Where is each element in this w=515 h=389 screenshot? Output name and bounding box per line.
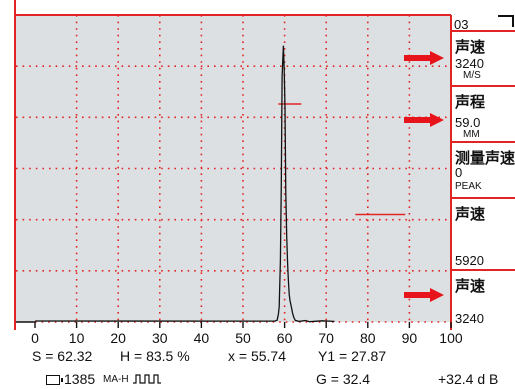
x-axis-tick-label: 100 (439, 330, 463, 346)
sound-velocity-title: 声速 (455, 39, 486, 56)
arrow-right-icon (404, 51, 444, 65)
velocity-preset-2-box[interactable]: 声速 3240 (451, 269, 515, 331)
mode-label: MA-H (103, 374, 129, 385)
x-axis-tick-label: 20 (110, 330, 126, 346)
channel-number: 03 (454, 17, 469, 32)
echo-trace (34, 45, 335, 323)
corner-bracket-icon (498, 15, 514, 27)
velocity-preset-1-title: 声速 (455, 206, 486, 223)
velocity-preset-1-box[interactable]: 声速 5920 (451, 197, 515, 271)
sound-velocity-unit: M/S (463, 70, 481, 81)
pulse-wave-icon (133, 374, 161, 384)
velocity-preset-2-title: 声速 (455, 278, 486, 295)
measure-mode-value: PEAK (455, 181, 482, 192)
x-axis-tick-label: 90 (401, 330, 418, 346)
sound-velocity-value: 3240 (455, 56, 484, 71)
x-axis-tick-label: 40 (193, 330, 210, 346)
measure-velocity-title: 测量声速 (455, 150, 515, 167)
x-axis-tick-label: 70 (318, 330, 334, 346)
gain-step-readout: +32.4 d B (438, 371, 499, 387)
scope-background (16, 15, 451, 322)
x-axis-tick-label: 50 (235, 330, 251, 346)
a-scan-display[interactable] (0, 0, 452, 330)
battery-value: 1385 (64, 371, 96, 387)
battery-icon (46, 375, 63, 385)
sound-path-box[interactable]: 声程 59.0 MM (451, 85, 515, 143)
scope-left-border (14, 0, 16, 330)
sound-velocity-box[interactable]: 声速 3240 M/S (451, 30, 515, 87)
sound-path-value: 59.0 (455, 115, 481, 130)
x-axis-tick-label: 0 (31, 330, 39, 346)
x-axis-tick-label: 80 (360, 330, 376, 346)
velocity-preset-2-value: 3240 (455, 311, 484, 326)
sound-path-unit: MM (463, 129, 480, 140)
h-readout: H = 83.5 % (120, 348, 190, 364)
arrow-right-icon (404, 288, 444, 302)
x-axis-tick-label: 30 (152, 330, 168, 346)
x-axis-tick-label: 60 (276, 330, 293, 346)
measure-velocity-box[interactable]: 测量声速 0 PEAK (451, 141, 515, 199)
x-axis-tick-label: 10 (68, 330, 85, 346)
arrow-right-icon (404, 113, 444, 127)
y1-readout: Y1 = 27.87 (318, 348, 387, 364)
x-readout: x = 55.74 (228, 348, 286, 364)
parameter-panel: 声速 3240 M/S 声程 59.0 MM 测量声速 0 PEAK 声速 59… (451, 15, 515, 330)
s-readout: S = 62.32 (32, 348, 93, 364)
gain-readout: G = 32.4 (316, 371, 371, 387)
velocity-preset-1-value: 5920 (455, 253, 484, 268)
sound-path-title: 声程 (455, 94, 486, 111)
measure-velocity-value: 0 (455, 165, 463, 180)
